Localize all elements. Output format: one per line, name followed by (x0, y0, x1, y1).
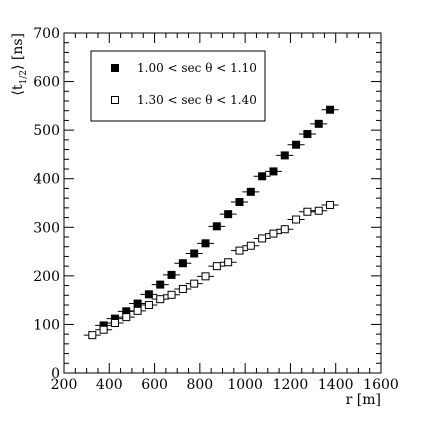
x-axis-title: r [m] (346, 392, 381, 408)
filled-square-point (280, 151, 289, 160)
x-tick-label: 1600 (363, 377, 399, 393)
series-1 (95, 105, 339, 330)
x-tick-label: 1400 (318, 377, 354, 393)
legend-marker-open-square (111, 96, 119, 104)
y-tick-label: 700 (33, 26, 60, 42)
open-square-point (110, 318, 119, 327)
filled-square-point (246, 187, 255, 196)
legend-box (90, 50, 266, 122)
x-tick-label: 800 (186, 377, 213, 393)
open-square-point (212, 262, 221, 271)
open-square-point (201, 272, 210, 281)
open-square-point (99, 325, 108, 334)
data-marks (83, 105, 339, 340)
open-square-point (314, 206, 323, 215)
filled-square-point (326, 105, 335, 114)
series-2 (83, 200, 339, 340)
filled-square-point (224, 210, 233, 219)
filled-square-point (258, 172, 267, 181)
legend-marker-filled-square (111, 64, 119, 72)
filled-square-point (235, 198, 244, 207)
filled-square-point (178, 259, 187, 268)
filled-square-point (133, 299, 142, 308)
filled-square-point (269, 167, 278, 176)
open-square-point (280, 225, 289, 234)
filled-square-point (156, 280, 165, 289)
y-axis-title-tail: ⟩ [ns] (10, 33, 26, 70)
axis-ticks (63, 32, 382, 374)
y-axis-title-subscript: 1/2 (19, 70, 29, 84)
x-tick-label: 600 (141, 377, 168, 393)
open-square-point (156, 295, 165, 304)
open-square-point (122, 313, 131, 322)
open-square-point (326, 200, 335, 209)
open-square-point (269, 229, 278, 238)
x-tick-label: 1200 (273, 377, 309, 393)
legend-label-series-2: 1.30 < sec θ < 1.40 (137, 93, 257, 107)
x-tick-label: 400 (96, 377, 123, 393)
y-tick-label: 300 (33, 220, 60, 236)
filled-square-point (201, 239, 210, 248)
y-tick-label: 600 (33, 75, 60, 91)
open-square-point (144, 301, 153, 309)
y-tick-label: 200 (33, 269, 60, 285)
filled-square-point (303, 130, 312, 139)
open-square-point (190, 279, 199, 288)
open-square-point (88, 331, 97, 340)
y-axis-title-main: ⟨t (10, 84, 26, 95)
open-square-point (292, 215, 301, 224)
open-square-point (167, 290, 176, 299)
filled-square-point (190, 249, 199, 258)
open-square-point (258, 234, 267, 243)
axis-tick-labels: 200 400 600 800 1000 1200 1400 1600 0 100 200 300 40… (33, 26, 399, 393)
y-tick-label: 100 (33, 317, 60, 333)
y-tick-label: 500 (33, 123, 60, 139)
filled-square-point (212, 222, 221, 231)
y-tick-label: 0 (51, 366, 60, 382)
open-square-point (178, 284, 187, 293)
y-axis-title: ⟨t1/2⟩ [ns] (10, 33, 29, 96)
open-square-point (246, 241, 255, 250)
open-square-point (235, 246, 244, 255)
legend-label-series-1: 1.00 < sec θ < 1.10 (137, 61, 257, 75)
filled-square-point (167, 270, 176, 279)
x-tick-label: 200 (51, 377, 78, 393)
open-square-point (224, 258, 233, 267)
y-tick-label: 400 (33, 172, 60, 188)
x-tick-label: 1000 (227, 377, 263, 393)
legend: 1.00 < sec θ < 1.10 1.30 < sec θ < 1.40 (90, 50, 266, 122)
filled-square-point (314, 119, 323, 128)
open-square-point (133, 306, 142, 315)
open-square-point (303, 207, 312, 216)
filled-square-point (144, 290, 153, 299)
filled-square-point (292, 140, 301, 149)
